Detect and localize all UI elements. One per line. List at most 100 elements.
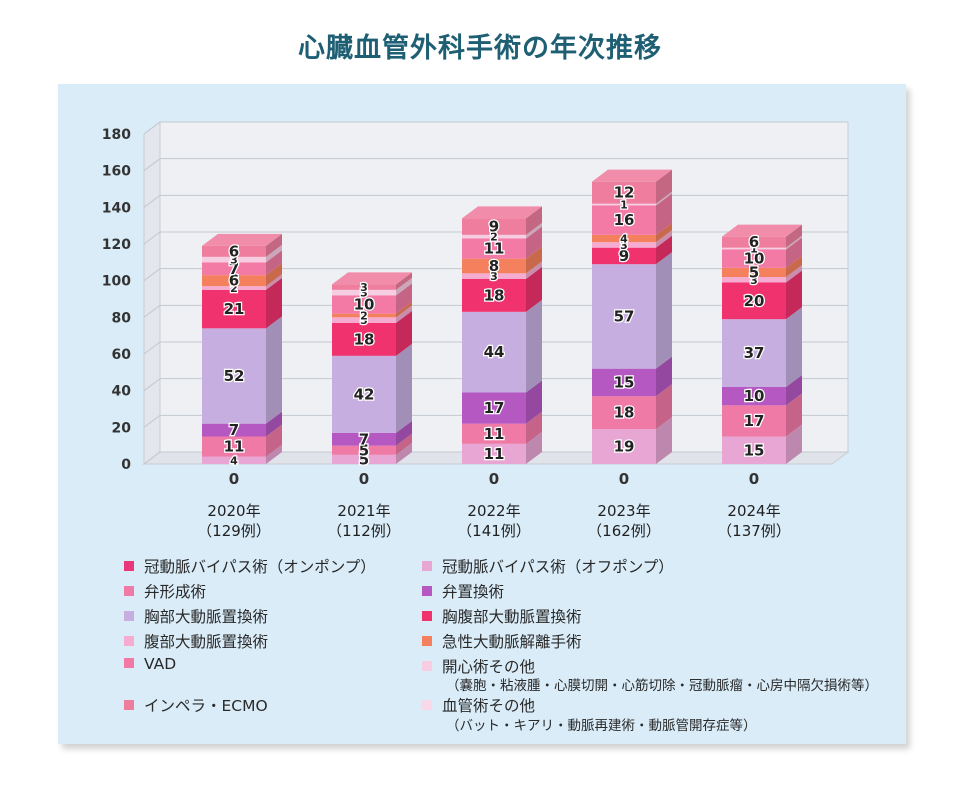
legend-swatch bbox=[422, 636, 432, 646]
legend-swatch bbox=[422, 586, 432, 596]
bar-segment bbox=[332, 317, 396, 323]
bar-segment bbox=[722, 247, 786, 250]
bar-segment bbox=[462, 273, 526, 279]
legend-swatch bbox=[124, 611, 134, 621]
y-tick-label: 140 bbox=[102, 200, 131, 216]
legend-label: 胸腹部大動脈置換術 bbox=[442, 608, 582, 626]
bar-segment-side bbox=[656, 384, 672, 430]
x-category-label: 2023年 bbox=[597, 502, 650, 520]
legend-label: 血管術その他 bbox=[442, 697, 536, 715]
legend-swatch bbox=[124, 658, 134, 668]
x-category-count: （137例） bbox=[717, 522, 791, 540]
segment-label: 1 bbox=[620, 199, 628, 212]
segment-label: 0 bbox=[229, 470, 239, 488]
bar-segment bbox=[592, 247, 656, 265]
legend-label: VAD bbox=[144, 655, 177, 673]
legend-item: 胸腹部大動脈置換術 bbox=[422, 605, 582, 627]
segment-label: 17 bbox=[484, 399, 505, 417]
bar-segment-side bbox=[266, 424, 282, 457]
bar-segment-side bbox=[786, 224, 802, 248]
legend-swatch bbox=[422, 661, 432, 671]
segment-label: 6 bbox=[749, 233, 759, 251]
bar-top-face bbox=[332, 272, 412, 285]
segment-label: 4 bbox=[620, 233, 628, 246]
bar-segment-side bbox=[786, 235, 802, 250]
y-tick-label: 80 bbox=[112, 310, 132, 326]
segment-label: 3 bbox=[490, 270, 498, 283]
segment-label: 20 bbox=[744, 292, 765, 310]
bar-segment-side bbox=[526, 206, 542, 235]
y-tick-label: 0 bbox=[121, 457, 131, 473]
bar-segment-side bbox=[656, 356, 672, 397]
bar-segment-side bbox=[526, 411, 542, 444]
bar-segment-side bbox=[526, 246, 542, 274]
gridline bbox=[143, 158, 848, 172]
x-category-label: 2020年 bbox=[207, 502, 260, 520]
bar-segment bbox=[332, 322, 396, 356]
bar-segment-side bbox=[396, 442, 412, 464]
bar-segment bbox=[332, 295, 396, 314]
bar-top-face bbox=[462, 206, 542, 219]
bar-segment-side bbox=[786, 270, 802, 320]
bar-segment bbox=[722, 405, 786, 437]
legend-label: 開心術その他 bbox=[442, 658, 536, 676]
x-category-count: （112例） bbox=[327, 522, 401, 540]
bar-segment bbox=[332, 432, 396, 446]
segment-label: 3 bbox=[750, 274, 758, 287]
bar-segment bbox=[592, 429, 656, 464]
legend-item: VAD bbox=[124, 655, 176, 673]
bar-segment bbox=[202, 436, 266, 457]
bar-segment-side bbox=[396, 343, 412, 433]
bar-segment-side bbox=[266, 277, 282, 329]
legend-item: 弁形成術 bbox=[124, 580, 206, 602]
bar-segment-side bbox=[786, 265, 802, 283]
chart-title: 心臓血管外科手術の年次推移 bbox=[298, 33, 662, 64]
bar-segment-side bbox=[526, 266, 542, 312]
bar-segment bbox=[592, 396, 656, 430]
segment-label: 9 bbox=[489, 218, 499, 236]
legend-label: 胸部大動脈置換術 bbox=[144, 608, 269, 626]
segment-label: 2 bbox=[490, 231, 498, 244]
chart-panel: 0 20 40 60 80 100 120 140 160 180 0 4 11 7 52 21 2 6 7 3 6 20… bbox=[58, 84, 906, 744]
segment-label: 5 bbox=[359, 450, 369, 468]
bar-segment bbox=[722, 319, 786, 387]
bar-segment-side bbox=[526, 431, 542, 464]
bar-segment bbox=[592, 181, 656, 204]
bar-segment-side bbox=[266, 233, 282, 257]
bar-segment-side bbox=[656, 417, 672, 464]
legend-item: 開心術その他 bbox=[422, 655, 535, 677]
bar-segment bbox=[592, 205, 656, 235]
gridline bbox=[143, 121, 848, 135]
segment-label: 16 bbox=[614, 211, 635, 229]
segment-label: 15 bbox=[744, 441, 765, 459]
bar-segment bbox=[462, 258, 526, 274]
legend-item: 急性大動脈解離手術 bbox=[422, 630, 582, 652]
x-category-label: 2021年 bbox=[337, 502, 390, 520]
bar-segment bbox=[462, 234, 526, 239]
x-category-count: （162例） bbox=[587, 522, 661, 540]
bar-segment-side bbox=[656, 222, 672, 243]
segment-label: 7 bbox=[229, 421, 239, 439]
segment-label: 15 bbox=[614, 373, 635, 391]
bar-segment-side bbox=[786, 375, 802, 406]
bar-segment-side bbox=[656, 235, 672, 265]
bar-segment-side bbox=[656, 191, 672, 206]
bar-segment-side bbox=[786, 307, 802, 387]
bar-segment-side bbox=[396, 277, 412, 296]
segment-label: 57 bbox=[614, 307, 635, 325]
y-tick-label: 20 bbox=[112, 420, 132, 436]
segment-label: 9 bbox=[619, 247, 629, 265]
bar-segment bbox=[202, 262, 266, 276]
bar-segment bbox=[722, 282, 786, 320]
segment-label: 8 bbox=[489, 257, 499, 275]
bar-segment-side bbox=[526, 222, 542, 239]
segment-label: 6 bbox=[229, 272, 239, 290]
bar-segment-side bbox=[656, 169, 672, 204]
bar-segment bbox=[202, 286, 266, 290]
segment-label: 0 bbox=[359, 470, 369, 488]
bar-segment bbox=[592, 203, 656, 206]
segment-label: 17 bbox=[744, 412, 765, 430]
segment-label: 3 bbox=[230, 254, 238, 267]
bar-segment bbox=[462, 443, 526, 464]
bar-segment-side bbox=[786, 255, 802, 277]
